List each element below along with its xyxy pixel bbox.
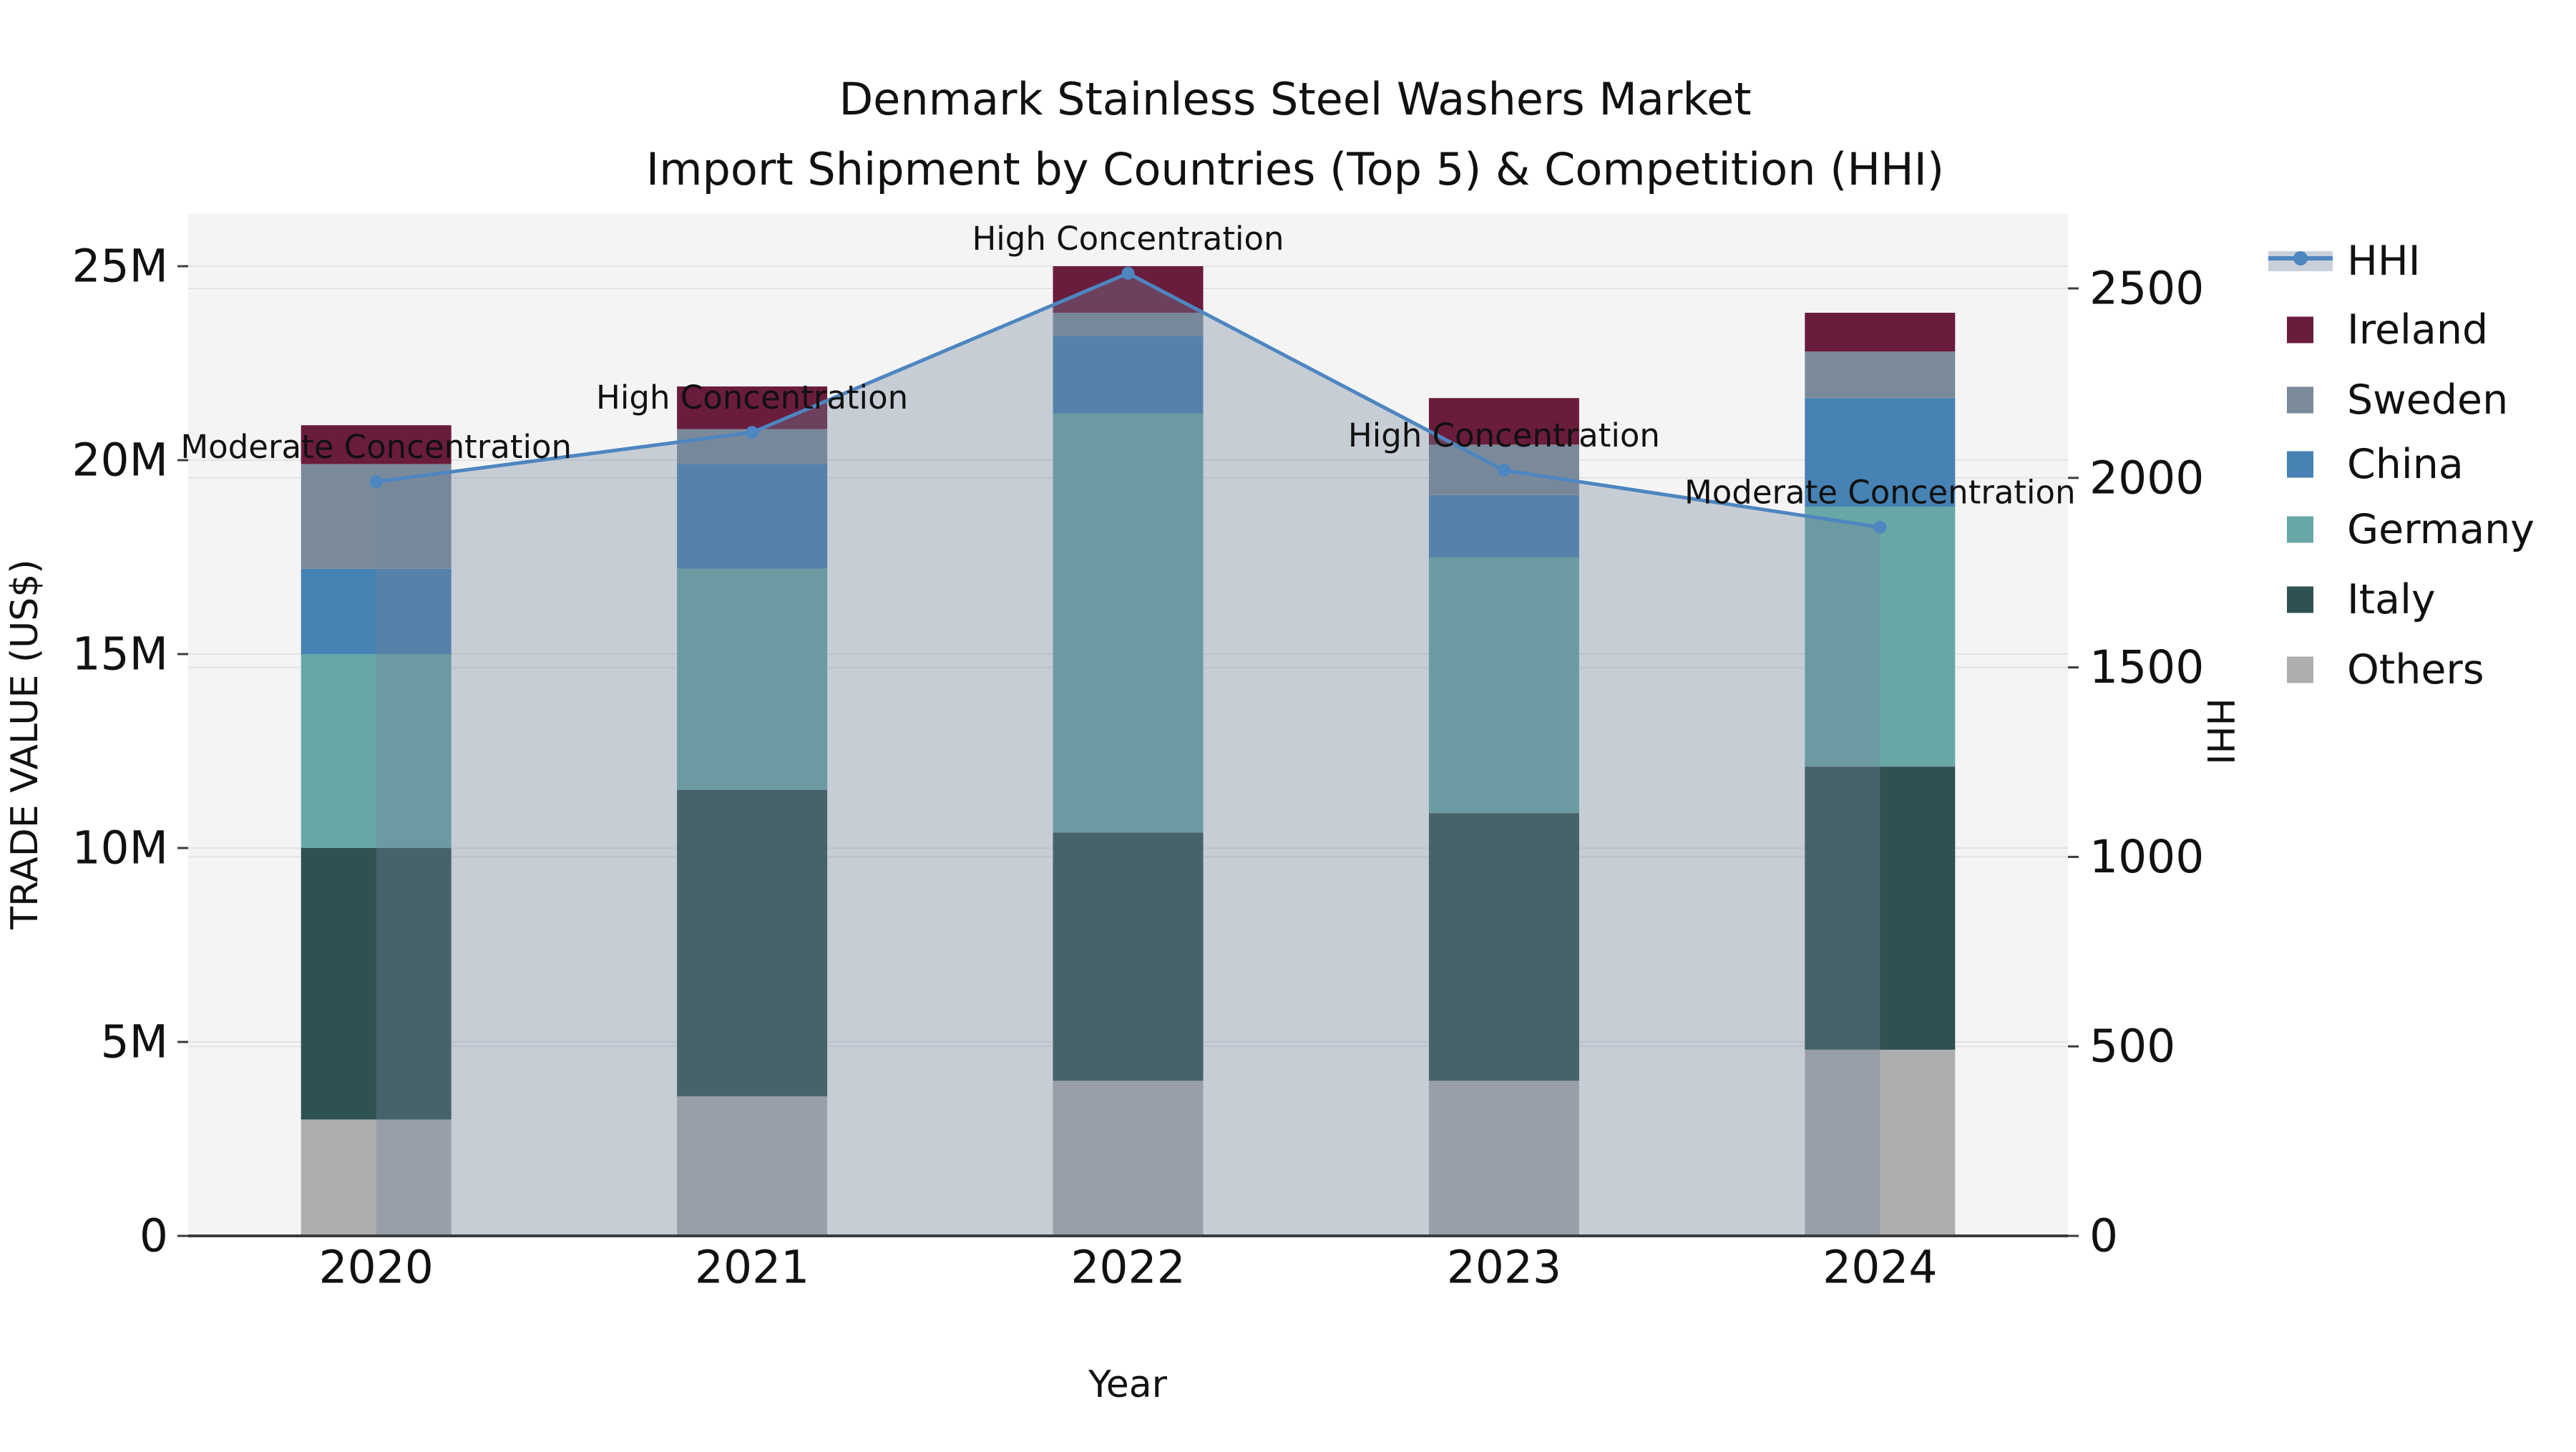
annotation-2022: High Concentration (972, 220, 1284, 258)
x-tick-label-2024: 2024 (1823, 1242, 1937, 1294)
x-tick-label-2023: 2023 (1447, 1242, 1561, 1294)
bar-segment-china-2023 (1428, 494, 1579, 557)
legend-label-ireland: Ireland (2347, 306, 2488, 354)
bar-segment-china-2022 (1053, 336, 1204, 414)
legend-swatch-ireland (2287, 316, 2313, 343)
bar-segment-italy-2021 (677, 789, 828, 1096)
x-axis-title: Year (1088, 1363, 1168, 1406)
legend-swatch-sweden (2287, 386, 2313, 414)
chart-title-line1: Denmark Stainless Steel Washers Market (839, 73, 1751, 125)
bar-segment-germany-2021 (677, 568, 828, 790)
bar-segment-italy-2023 (1428, 813, 1579, 1081)
y-left-tick-label-10M: 10M (72, 822, 168, 874)
bar-segment-italy-2020 (301, 848, 452, 1120)
annotation-2021: High Concentration (596, 379, 908, 416)
legend-swatch-italy (2287, 586, 2313, 613)
y-left-tick-label-20M: 20M (72, 434, 168, 487)
y-right-tick-label-0: 0 (2089, 1210, 2118, 1262)
y-right-axis-title: HHI (2198, 698, 2241, 765)
bar-segment-germany-2022 (1053, 413, 1204, 833)
hhi-line-series (369, 266, 1887, 534)
bar-segment-others-2020 (301, 1119, 452, 1236)
y-left-axis-title: TRADE VALUE (US$) (4, 559, 47, 930)
bar-segment-ireland-2023 (1428, 398, 1579, 445)
bar-segment-ireland-2021 (677, 386, 828, 429)
bar-segment-italy-2024 (1805, 766, 1956, 1050)
y-right-tick-label-2500: 2500 (2089, 263, 2204, 315)
hhi-marker-2023 (1497, 464, 1511, 477)
bar-series (301, 266, 1956, 1236)
y-right-tick-label-1000: 1000 (2089, 831, 2204, 883)
x-tick-label-2021: 2021 (695, 1242, 809, 1294)
legend-label-others: Others (2347, 646, 2484, 693)
hhi-area-polygon (376, 273, 1880, 1236)
chart-title-line2: Import Shipment by Countries (Top 5) & C… (646, 143, 1944, 195)
bar-segment-china-2024 (1805, 398, 1956, 507)
legend-swatch-hhi-marker (2293, 251, 2308, 265)
legend-swatch-others (2287, 656, 2313, 683)
x-tick-label-2022: 2022 (1070, 1242, 1185, 1294)
y-left-tick-label-5M: 5M (101, 1016, 168, 1068)
annotation-2020: Moderate Concentration (180, 428, 572, 466)
bar-segment-others-2021 (677, 1096, 828, 1236)
annotation-2024: Moderate Concentration (1684, 474, 2076, 512)
hhi-marker-2020 (369, 475, 383, 489)
legend-label-italy: Italy (2347, 576, 2436, 623)
tick-labels: 0 5M 10M 15M 20M 25M 0 500 1000 1500 2000 2500 2020 2… (72, 240, 2204, 1294)
bar-segment-sweden-2022 (1053, 313, 1204, 336)
bar-segment-others-2023 (1428, 1081, 1579, 1236)
bar-segment-china-2021 (677, 464, 828, 569)
hhi-marker-2022 (1121, 266, 1135, 280)
legend-swatch-germany (2287, 516, 2313, 543)
y-left-tick-label-0: 0 (140, 1210, 168, 1262)
legend-label-hhi: HHI (2347, 238, 2421, 285)
legend-label-germany: Germany (2347, 506, 2534, 553)
y-left-tick-label-25M: 25M (72, 240, 168, 293)
x-tick-label-2020: 2020 (319, 1242, 434, 1294)
hhi-marker-2021 (746, 426, 759, 439)
annotations: Moderate Concentration High Concentration… (180, 220, 2075, 512)
bar-segment-sweden-2024 (1805, 351, 1956, 399)
y-right-tick-label-2000: 2000 (2089, 452, 2204, 504)
legend-label-china: China (2347, 441, 2464, 488)
bar-segment-germany-2023 (1428, 557, 1579, 814)
bar-segment-germany-2020 (301, 654, 452, 848)
bar-segment-others-2022 (1053, 1081, 1204, 1236)
bar-segment-ireland-2024 (1805, 313, 1956, 352)
y-right-tick-label-500: 500 (2089, 1020, 2175, 1073)
bar-segment-ireland-2020 (301, 425, 452, 464)
annotation-2023: High Concentration (1348, 416, 1660, 454)
bar-segment-others-2024 (1805, 1049, 1956, 1236)
hhi-marker-2024 (1873, 520, 1887, 534)
legend-label-sweden: Sweden (2347, 376, 2508, 424)
bar-segment-china-2020 (301, 568, 452, 654)
y-right-tick-label-1500: 1500 (2089, 641, 2204, 693)
hhi-area-fill (376, 273, 1880, 1236)
legend-swatch-china (2287, 451, 2313, 478)
bar-segment-germany-2024 (1805, 507, 1956, 767)
axes (177, 265, 2079, 1237)
legend: HHI Ireland Sweden China Germany Italy Others (2268, 238, 2534, 693)
y-left-tick-label-15M: 15M (72, 628, 168, 681)
bar-segment-italy-2022 (1053, 832, 1204, 1081)
